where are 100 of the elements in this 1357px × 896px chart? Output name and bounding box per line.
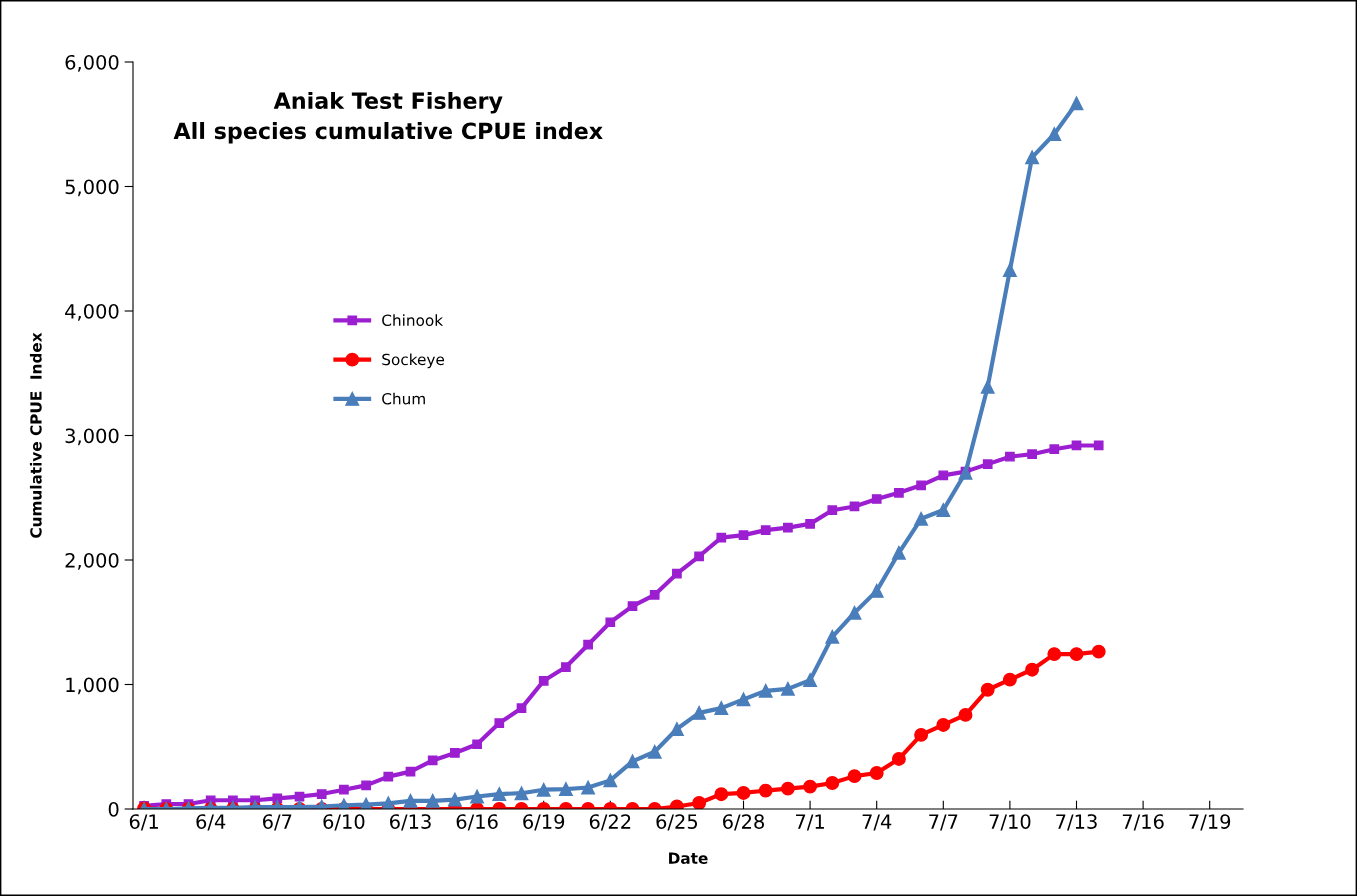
point (1047, 647, 1062, 662)
legend-label: Chum (382, 392, 425, 405)
point (805, 519, 815, 529)
point (847, 769, 862, 784)
x-tick-label: 6/19 (523, 814, 565, 831)
point (914, 727, 929, 742)
point (758, 683, 773, 698)
x-tick-label: 7/19 (1189, 814, 1231, 831)
x-tick-label: 6/1 (129, 814, 158, 831)
point (1049, 444, 1060, 455)
point (958, 707, 973, 722)
point (783, 522, 793, 533)
point (403, 793, 418, 808)
point (581, 780, 596, 795)
point (891, 545, 906, 560)
point (425, 793, 440, 808)
y-axis-title: Cumulative CPUE Index (29, 332, 42, 538)
x-tick-label: 6/16 (456, 814, 498, 831)
point (938, 470, 949, 481)
point (847, 605, 862, 620)
point (1005, 451, 1015, 462)
point (714, 787, 729, 802)
x-tick-label: 7/13 (1056, 814, 1097, 831)
point (714, 701, 729, 716)
point (827, 505, 838, 516)
point (1027, 449, 1037, 460)
point (894, 487, 904, 498)
point (869, 583, 884, 598)
x-tick-label: 7/10 (989, 814, 1031, 831)
point (980, 682, 995, 697)
point (603, 773, 618, 788)
point (692, 705, 707, 720)
point (1093, 440, 1104, 451)
text: Aniak Test Fishery All species cumulative CPUE index (173, 91, 603, 144)
y-tick-label: 2,000 (65, 552, 119, 570)
point (780, 681, 795, 696)
x-tick-label: 6/10 (323, 814, 365, 831)
point (536, 782, 551, 797)
legend-label: Sockeye (382, 353, 445, 369)
point (803, 673, 818, 688)
point (982, 459, 993, 469)
point (383, 771, 394, 782)
point (869, 766, 884, 780)
point (891, 752, 906, 766)
point (514, 786, 529, 801)
point (736, 785, 751, 800)
point (1025, 150, 1040, 165)
point (758, 783, 773, 798)
legend-label: Chinook (382, 314, 444, 326)
point (470, 789, 485, 804)
point (361, 780, 371, 791)
point (760, 525, 771, 535)
point (916, 480, 926, 491)
point (472, 739, 482, 750)
y-tick-label: 0 (108, 801, 119, 817)
point (1025, 662, 1040, 677)
point (672, 568, 682, 579)
x-tick-label: 6/22 (589, 814, 631, 831)
point (825, 776, 840, 790)
point (405, 766, 416, 777)
x-axis-title: Date (669, 852, 708, 864)
point (980, 379, 995, 394)
x-tick-label: 6/25 (656, 814, 698, 831)
point (627, 601, 638, 611)
point (516, 703, 527, 714)
y-tick-label: 6,000 (65, 54, 119, 72)
point (605, 617, 616, 628)
point (914, 511, 929, 526)
point (692, 796, 707, 809)
x-tick-label: 7/7 (929, 814, 958, 831)
point (625, 754, 640, 769)
point (1002, 263, 1017, 277)
point (738, 530, 749, 540)
y-tick-label: 3,000 (65, 428, 119, 446)
point (1069, 96, 1084, 111)
point (1069, 647, 1084, 662)
point (450, 748, 460, 758)
point (780, 781, 795, 796)
point (803, 779, 818, 794)
point (538, 675, 549, 686)
point (736, 692, 751, 707)
x-tick-label: 6/7 (263, 814, 292, 831)
point (447, 792, 462, 807)
x-tick-label: 6/13 (390, 814, 431, 831)
point (1002, 672, 1017, 687)
x-tick-label: 7/1 (796, 814, 824, 831)
point (871, 494, 882, 504)
point (339, 784, 349, 795)
point (647, 744, 662, 759)
point (316, 789, 327, 799)
y-tick-label: 1,000 (66, 677, 119, 695)
point (427, 755, 438, 766)
point (558, 782, 573, 797)
point (583, 639, 593, 650)
point (716, 532, 727, 543)
point (936, 503, 951, 517)
y-tick-label: 4,000 (65, 303, 119, 321)
point (1047, 127, 1062, 141)
point (492, 787, 507, 802)
point (1091, 644, 1106, 659)
